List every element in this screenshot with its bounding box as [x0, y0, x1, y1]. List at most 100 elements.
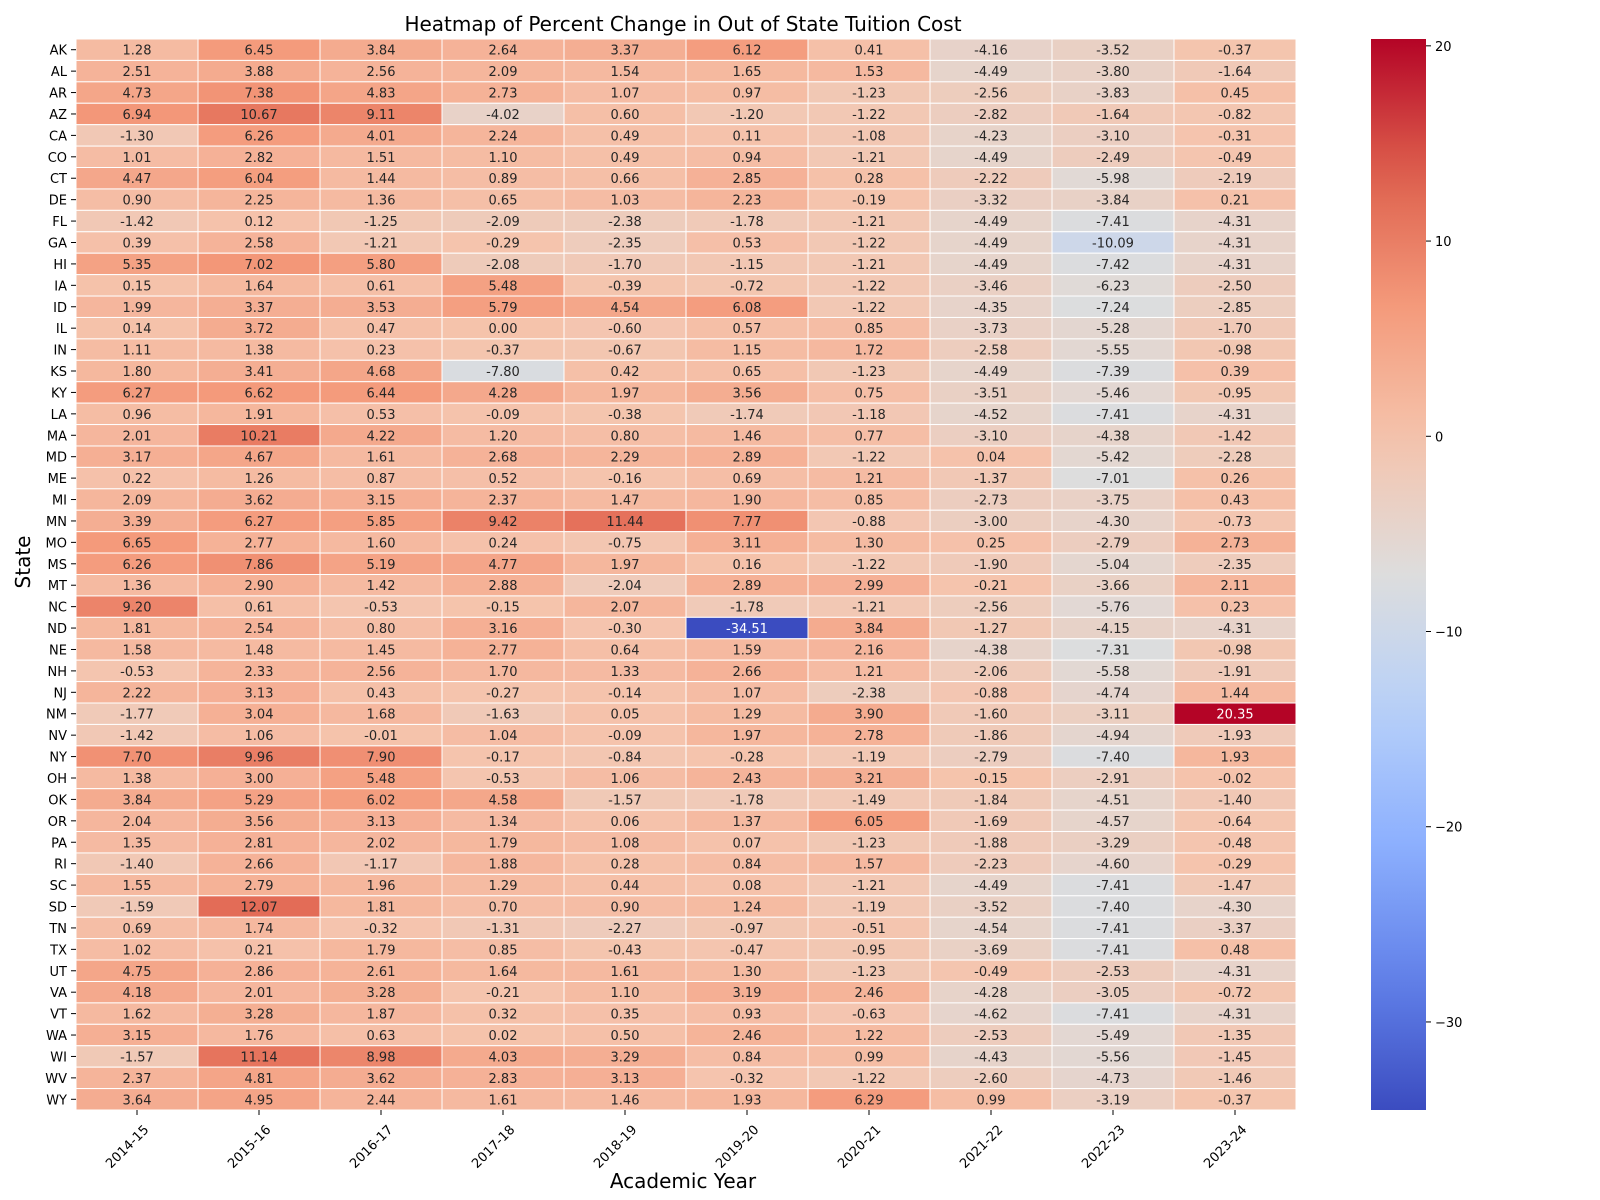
cell-value-label: -4.57: [1096, 815, 1130, 830]
cell-value-label: -1.78: [730, 601, 764, 616]
cell-value-label: -0.53: [486, 772, 520, 787]
cell-value-label: -34.51: [726, 622, 768, 637]
cell-value-label: 0.12: [245, 215, 274, 230]
cell-value-label: 3.88: [245, 65, 274, 80]
y-tick-label: TX: [49, 943, 67, 958]
cell-value-label: -1.25: [364, 215, 398, 230]
cell-value-label: 0.70: [489, 901, 518, 916]
cell-value-label: 1.54: [611, 65, 640, 80]
cell-value-label: 5.48: [367, 772, 396, 787]
cell-value-label: -1.47: [1218, 879, 1252, 894]
cell-value-label: 3.13: [611, 1072, 640, 1087]
cell-value-label: -1.21: [852, 879, 886, 894]
cell-value-label: -4.49: [974, 215, 1008, 230]
cell-value-label: 0.90: [611, 901, 640, 916]
x-tick-label: 2016-17: [347, 1123, 396, 1172]
cell-value-label: 0.06: [611, 815, 640, 830]
cell-value-label: -1.35: [1218, 1029, 1252, 1044]
cell-value-label: -7.41: [1096, 943, 1130, 958]
cell-value-label: 6.26: [123, 558, 152, 573]
cell-value-label: -7.80: [486, 365, 520, 380]
cell-value-label: 6.65: [123, 536, 152, 551]
cell-value-label: 1.45: [367, 643, 396, 658]
cell-value-label: 0.85: [855, 322, 884, 337]
y-tick-label: UT: [50, 965, 68, 980]
cell-value-label: 0.21: [245, 943, 274, 958]
cell-value-label: 6.04: [245, 172, 274, 187]
cell-value-label: 1.08: [611, 836, 640, 851]
cell-value-label: 0.87: [367, 472, 396, 487]
cell-value-label: -1.23: [852, 365, 886, 380]
y-tick-label: MN: [46, 515, 67, 530]
cell-value-label: -0.64: [1218, 815, 1252, 830]
cell-value-label: -2.53: [974, 1029, 1008, 1044]
cell-value-label: 1.30: [733, 965, 762, 980]
cell-value-label: -2.85: [1218, 301, 1252, 316]
cell-value-label: -1.22: [852, 1072, 886, 1087]
cell-value-label: -0.88: [852, 515, 886, 530]
cell-value-label: -0.01: [364, 729, 398, 744]
cell-value-label: -0.97: [730, 922, 764, 937]
y-tick-label: NC: [48, 601, 67, 616]
cell-value-label: -0.47: [730, 943, 764, 958]
cell-value-label: -0.63: [852, 1008, 886, 1023]
cell-value-label: 2.09: [489, 65, 518, 80]
cell-value-label: 0.80: [367, 622, 396, 637]
cell-value-label: 0.94: [733, 151, 762, 166]
cell-value-label: 2.33: [245, 665, 274, 680]
cell-value-label: -2.49: [1096, 151, 1130, 166]
cell-value-label: 0.23: [367, 344, 396, 359]
cell-value-label: 3.00: [245, 772, 274, 787]
y-tick-label: OH: [47, 772, 67, 787]
y-tick-label: OK: [48, 793, 67, 808]
cell-value-label: 9.42: [489, 515, 518, 530]
cell-value-label: 2.43: [733, 772, 762, 787]
cell-value-label: 3.90: [855, 708, 884, 723]
y-tick-label: AK: [50, 44, 68, 59]
cell-value-label: -0.32: [364, 922, 398, 937]
cell-value-label: 0.61: [245, 601, 274, 616]
x-tick-label: 2014-15: [103, 1123, 152, 1172]
cell-value-label: 1.51: [367, 151, 396, 166]
y-tick-label: PA: [51, 836, 67, 851]
cell-value-label: 0.21: [1221, 194, 1250, 209]
cell-value-label: -4.49: [974, 258, 1008, 273]
y-tick-label: MI: [52, 494, 67, 509]
cell-value-label: -0.72: [1218, 986, 1252, 1001]
y-tick-label: MS: [48, 558, 67, 573]
cell-value-label: -3.10: [974, 429, 1008, 444]
x-axis-label: Academic Year: [610, 1169, 757, 1193]
cell-value-label: -5.04: [1096, 558, 1130, 573]
cell-value-label: -5.76: [1096, 601, 1130, 616]
cell-value-label: -1.78: [730, 215, 764, 230]
cell-value-label: 4.67: [245, 451, 274, 466]
cell-value-label: 2.37: [489, 494, 518, 509]
cell-value-label: -0.88: [974, 686, 1008, 701]
cell-value-label: 0.99: [855, 1050, 884, 1065]
cell-value-label: -1.86: [974, 729, 1008, 744]
cell-value-label: -0.27: [486, 686, 520, 701]
cell-value-label: -1.15: [730, 258, 764, 273]
cell-value-label: 5.19: [367, 558, 396, 573]
y-tick-label: MT: [48, 579, 67, 594]
y-tick-label: TN: [48, 922, 67, 937]
cell-value-label: -0.02: [1218, 772, 1252, 787]
cell-value-label: -1.31: [486, 922, 520, 937]
y-tick-label: MA: [47, 429, 67, 444]
cell-value-label: -2.09: [486, 215, 520, 230]
cell-value-label: -1.90: [974, 558, 1008, 573]
cell-value-label: -4.31: [1218, 965, 1252, 980]
y-tick-label: VA: [50, 986, 67, 1001]
cell-value-label: 1.06: [245, 729, 274, 744]
y-tick-label: NH: [48, 665, 68, 680]
cell-value-label: -3.29: [1096, 836, 1130, 851]
y-tick-label: RI: [54, 858, 67, 873]
cell-value-label: -0.09: [486, 408, 520, 423]
cell-value-label: 1.07: [611, 87, 640, 102]
cell-value-label: 1.61: [367, 451, 396, 466]
cell-value-label: -2.35: [1218, 558, 1252, 573]
cell-value-label: 2.46: [855, 986, 884, 1001]
cell-value-label: -1.21: [852, 151, 886, 166]
cell-value-label: 2.77: [489, 643, 518, 658]
cell-value-label: 1.81: [367, 901, 396, 916]
